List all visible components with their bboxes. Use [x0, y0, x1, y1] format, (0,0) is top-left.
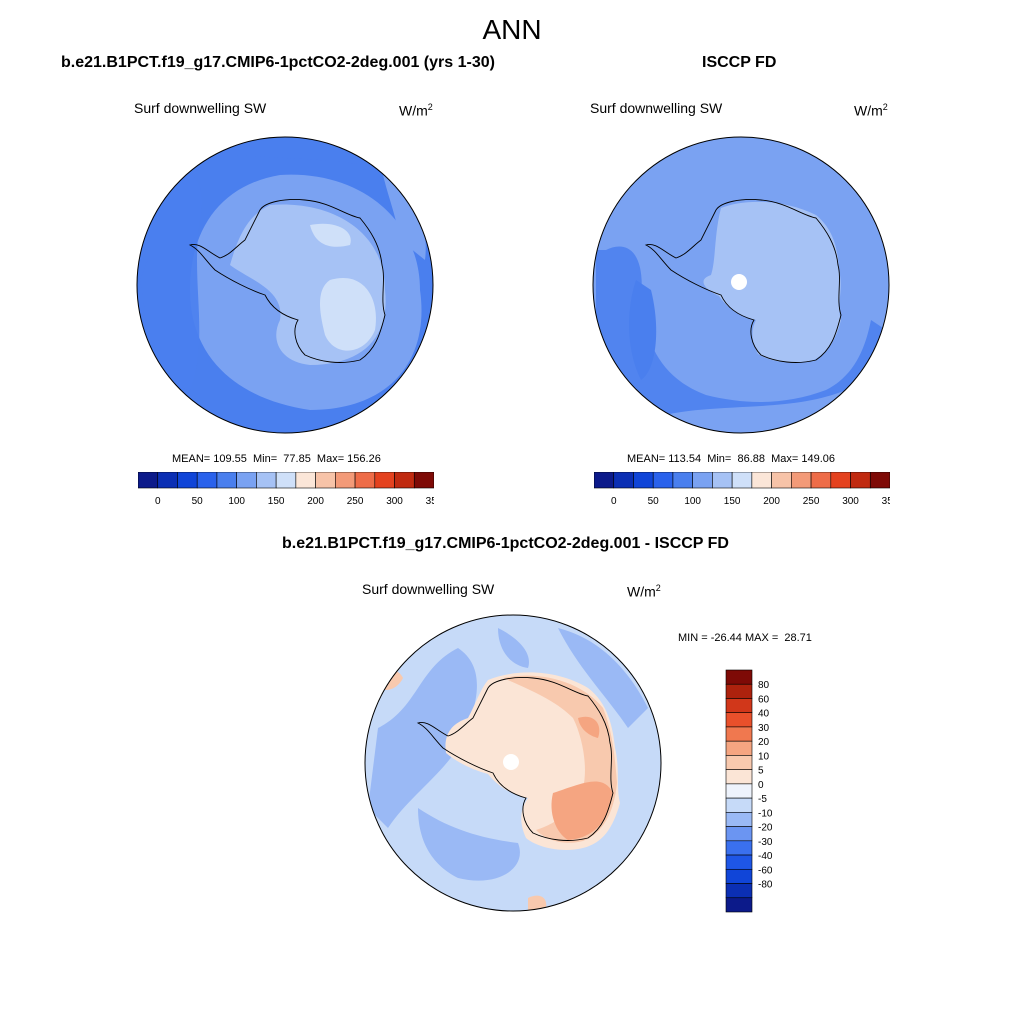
right-colorbar-swatch [830, 472, 851, 489]
diff-colorbar-tick-label: 0 [758, 780, 764, 791]
diff-colorbar-swatch [725, 868, 753, 884]
right-colorbar-swatch [692, 472, 713, 489]
right-colorbar-tick-label: 250 [803, 496, 820, 507]
diff-stats: MIN = -26.44 MAX = 28.71 [678, 632, 812, 644]
diff-colorbar-swatch [725, 840, 753, 856]
diff-polar-map [364, 614, 662, 912]
diff-colorbar: 80 60 40 30 20 10 5 0 -5 -10 -20 -30 -40 -60 -80 [725, 669, 773, 913]
left-colorbar-tick-label: 300 [386, 496, 403, 507]
right-colorbar-swatch [751, 472, 772, 489]
diff-colorbar-swatch [725, 797, 753, 813]
right-colorbar-tick-label: 150 [724, 496, 741, 507]
left-colorbar-swatch [394, 472, 415, 489]
right-colorbar-swatch [771, 472, 792, 489]
right-stats: MEAN= 113.54 Min= 86.88 Max= 149.06 [627, 453, 836, 465]
right-units-label: W/m2 [854, 102, 888, 119]
diff-colorbar-swatch [725, 769, 753, 785]
diff-colorbar-tick-label: 30 [758, 723, 770, 734]
left-colorbar-tick-label: 0 [155, 496, 161, 507]
left-colorbar-swatch [315, 472, 336, 489]
diff-colorbar-swatch [725, 783, 753, 799]
right-colorbar-swatch [869, 472, 890, 489]
diff-colorbar-tick-label: 20 [758, 737, 770, 748]
diff-colorbar-swatch [725, 683, 753, 699]
figure-title: ANN [482, 14, 542, 45]
diff-colorbar-swatch [725, 826, 753, 842]
diff-colorbar-swatch [725, 740, 753, 756]
left-colorbar-swatch [335, 472, 356, 489]
diff-colorbar-tick-label: -30 [758, 837, 773, 848]
diff-variable-label: Surf downwelling SW [362, 581, 495, 597]
diff-colorbar-swatch [725, 755, 753, 770]
left-colorbar-swatch [354, 472, 376, 489]
diff-colorbar-tick-label: -5 [758, 794, 767, 805]
left-colorbar-tick-label: 200 [307, 496, 324, 507]
diff-colorbar-swatch [725, 712, 753, 728]
left-units-label: W/m2 [399, 102, 433, 119]
right-colorbar-swatch [672, 472, 693, 489]
right-variable-label: Surf downwelling SW [590, 100, 723, 116]
right-colorbar-swatch [731, 472, 753, 489]
right-colorbar-swatch [791, 472, 812, 489]
left-colorbar-tick-label: 100 [228, 496, 245, 507]
diff-colorbar-tick-label: 5 [758, 766, 764, 777]
right-colorbar-swatch [633, 472, 654, 489]
right-colorbar-tick-label: 300 [842, 496, 859, 507]
right-colorbar-tick-label: 350 [882, 496, 890, 507]
left-colorbar-swatch [256, 472, 277, 489]
left-colorbar-tick-label: 50 [192, 496, 204, 507]
diff-colorbar-swatch [725, 726, 753, 742]
diff-colorbar-tick-label: -80 [758, 880, 773, 891]
diff-colorbar-swatch [725, 669, 753, 685]
diff-colorbar-tick-label: -40 [758, 851, 773, 862]
left-colorbar: 0 50 100 150 200 250 300 350 [138, 472, 434, 507]
right-colorbar-swatch [850, 472, 871, 489]
right-colorbar-swatch [712, 472, 733, 489]
right-panel-title: ISCCP FD [702, 54, 777, 71]
left-polar-map [136, 136, 434, 434]
left-stats: MEAN= 109.55 Min= 77.85 Max= 156.26 [172, 453, 381, 465]
left-colorbar-swatch [138, 472, 159, 489]
left-colorbar-swatch [196, 472, 218, 489]
left-colorbar-swatch [177, 472, 198, 489]
right-polar-map [592, 136, 890, 434]
left-colorbar-tick-label: 350 [426, 496, 434, 507]
right-colorbar-swatch [594, 472, 615, 489]
diff-colorbar-tick-label: 10 [758, 751, 770, 762]
left-colorbar-swatch [216, 472, 237, 489]
diff-colorbar-swatch [725, 698, 753, 714]
diff-colorbar-swatch [725, 897, 753, 913]
right-colorbar-swatch [652, 472, 674, 489]
diff-colorbar-tick-label: -60 [758, 865, 773, 876]
left-colorbar-swatch [413, 472, 434, 489]
left-colorbar-swatch [374, 472, 395, 489]
right-colorbar-tick-label: 200 [763, 496, 780, 507]
right-colorbar-tick-label: 50 [648, 496, 660, 507]
diff-colorbar-swatch [725, 883, 753, 899]
left-colorbar-swatch [275, 472, 297, 489]
diff-colorbar-tick-label: 60 [758, 694, 770, 705]
right-colorbar: 0 50 100 150 200 250 300 350 [594, 472, 890, 507]
diff-colorbar-tick-label: 40 [758, 709, 770, 720]
diff-colorbar-tick-label: 80 [758, 680, 770, 691]
left-colorbar-swatch [295, 472, 316, 489]
right-colorbar-tick-label: 100 [684, 496, 701, 507]
diff-colorbar-tick-label: -10 [758, 808, 773, 819]
diff-panel-title: b.e21.B1PCT.f19_g17.CMIP6-1pctCO2-2deg.0… [282, 535, 729, 552]
diff-colorbar-swatch [725, 854, 753, 870]
left-colorbar-tick-label: 250 [347, 496, 364, 507]
right-colorbar-swatch [613, 472, 634, 489]
right-colorbar-tick-label: 0 [611, 496, 617, 507]
left-variable-label: Surf downwelling SW [134, 100, 267, 116]
diff-units-label: W/m2 [627, 583, 661, 600]
diff-colorbar-tick-label: -20 [758, 823, 773, 834]
diff-colorbar-swatch [725, 812, 753, 827]
right-colorbar-swatch [810, 472, 832, 489]
left-colorbar-swatch [236, 472, 257, 489]
left-colorbar-swatch [157, 472, 178, 489]
left-colorbar-tick-label: 150 [268, 496, 285, 507]
left-panel-title: b.e21.B1PCT.f19_g17.CMIP6-1pctCO2-2deg.0… [61, 54, 495, 71]
